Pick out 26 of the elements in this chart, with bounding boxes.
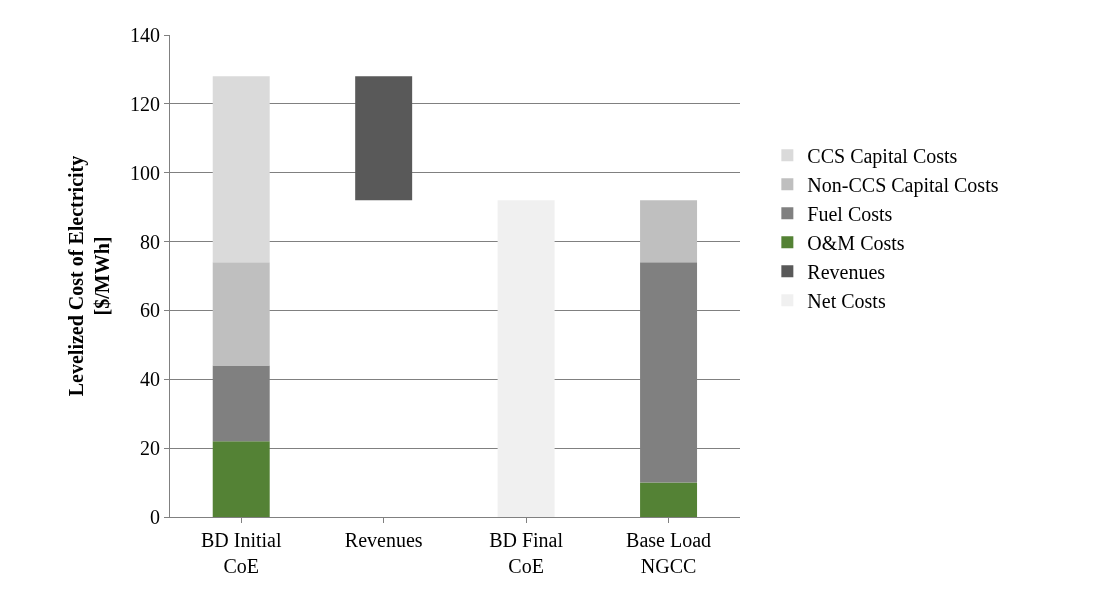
legend-label: Net Costs — [807, 290, 886, 313]
bar — [640, 482, 698, 517]
bar — [212, 262, 270, 366]
x-tick-label: BD Initial CoE — [200, 529, 282, 577]
y-tick-label: 60 — [140, 299, 160, 322]
y-tick-label: 0 — [150, 506, 160, 528]
bar — [212, 441, 270, 517]
bar — [497, 200, 555, 517]
legend-label: Non-CCS Capital Costs — [807, 174, 999, 198]
bar — [212, 76, 270, 263]
legend-label: Revenues — [807, 261, 886, 284]
y-axis-title: Levelized Cost of Electricity [$/MWh] — [64, 155, 113, 397]
y-tick-label: 80 — [140, 230, 160, 253]
bar — [355, 76, 413, 201]
bar — [640, 200, 698, 263]
x-tick-label: BD Final CoE — [489, 529, 564, 577]
y-tick-label: 120 — [130, 92, 160, 115]
legend-label: O&M Costs — [807, 232, 905, 255]
legend-label: CCS Capital Costs — [807, 145, 958, 169]
y-tick-label: 100 — [130, 161, 160, 184]
x-tick-label: Base Load NGCC — [626, 529, 712, 577]
y-tick-label: 20 — [140, 437, 160, 460]
y-tick-label: 40 — [140, 368, 160, 391]
legend-label: Fuel Costs — [807, 203, 893, 226]
x-tick-label: Revenues — [344, 529, 423, 551]
y-tick-label: 140 — [130, 24, 160, 46]
